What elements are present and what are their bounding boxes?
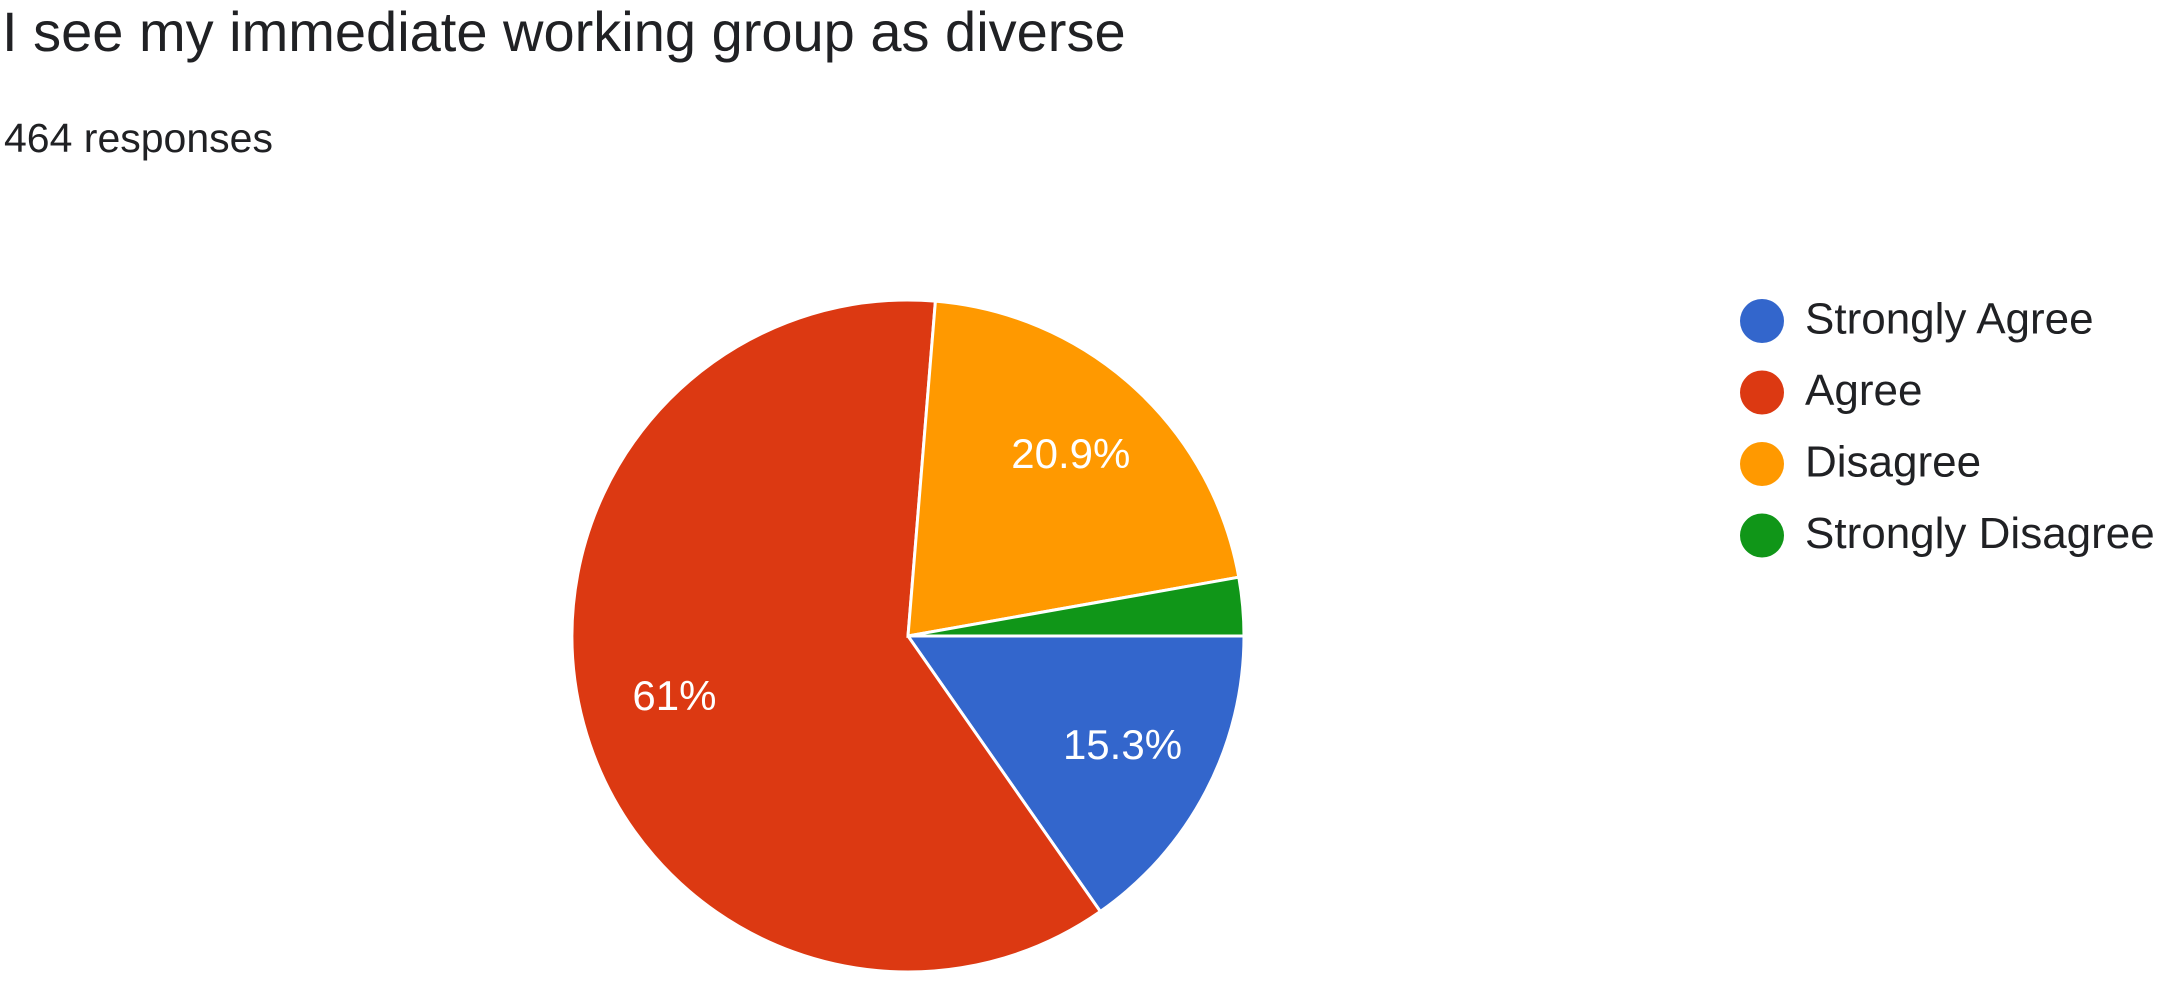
legend-swatch <box>1740 299 1784 343</box>
slice-label: 20.9% <box>1011 430 1130 477</box>
legend-swatch <box>1740 370 1784 415</box>
legend-swatch <box>1740 442 1784 486</box>
pie-slice <box>906 299 1241 638</box>
chart-title: I see my immediate working group as dive… <box>2 0 1126 63</box>
slice-label: 15.3% <box>1063 721 1182 768</box>
slice-label: 61% <box>632 672 716 719</box>
chart-subtitle: 464 responses <box>4 115 273 161</box>
legend-label: Disagree <box>1805 438 1981 487</box>
pie-slice <box>570 298 1103 974</box>
legend-swatch <box>1740 513 1784 558</box>
legend-label: Strongly Agree <box>1805 295 2094 344</box>
legend-label: Agree <box>1805 366 1922 415</box>
pie-slice <box>907 575 1246 638</box>
pie-slice <box>905 634 1246 914</box>
legend-label: Strongly Disagree <box>1805 509 2155 558</box>
